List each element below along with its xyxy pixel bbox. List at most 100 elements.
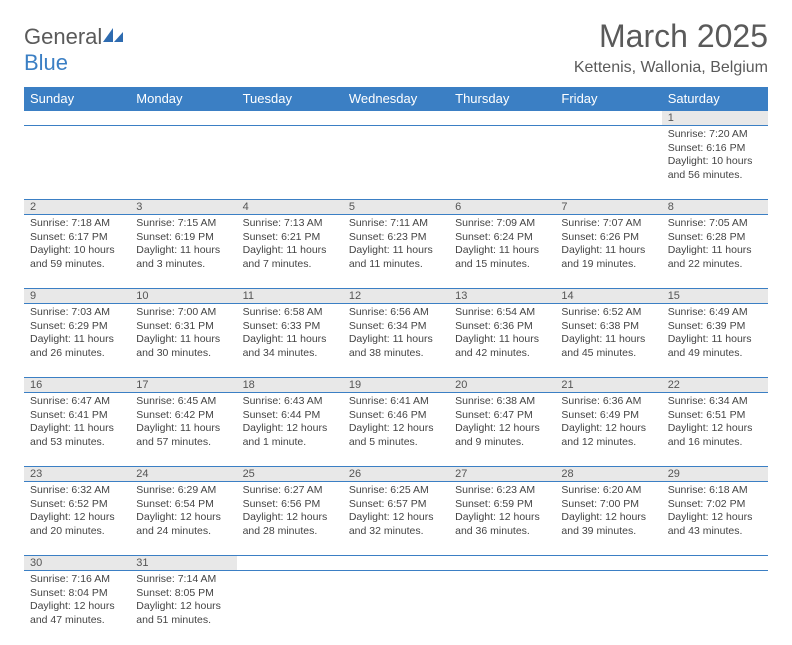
sunset-text: Sunset: 6:57 PM xyxy=(349,498,443,512)
sunrise-text: Sunrise: 6:36 AM xyxy=(561,395,655,409)
day-cell xyxy=(449,571,555,645)
day-number-row: 2345678 xyxy=(24,200,768,215)
sunrise-text: Sunrise: 7:05 AM xyxy=(668,217,762,231)
day-number: 27 xyxy=(449,467,555,482)
sunset-text: Sunset: 7:00 PM xyxy=(561,498,655,512)
day-header: Saturday xyxy=(662,87,768,111)
day-cell: Sunrise: 7:05 AMSunset: 6:28 PMDaylight:… xyxy=(662,215,768,289)
day-cell: Sunrise: 6:49 AMSunset: 6:39 PMDaylight:… xyxy=(662,304,768,378)
sunset-text: Sunset: 6:49 PM xyxy=(561,409,655,423)
day-cell: Sunrise: 7:11 AMSunset: 6:23 PMDaylight:… xyxy=(343,215,449,289)
day-cell xyxy=(449,126,555,200)
daylight-text: Daylight: 12 hours and 47 minutes. xyxy=(30,600,124,627)
day-body-row: Sunrise: 6:32 AMSunset: 6:52 PMDaylight:… xyxy=(24,482,768,556)
daylight-text: Daylight: 11 hours and 7 minutes. xyxy=(243,244,337,271)
sunrise-text: Sunrise: 6:43 AM xyxy=(243,395,337,409)
day-number: 4 xyxy=(237,200,343,215)
day-number xyxy=(237,111,343,126)
daylight-text: Daylight: 11 hours and 15 minutes. xyxy=(455,244,549,271)
day-number xyxy=(343,111,449,126)
daylight-text: Daylight: 12 hours and 51 minutes. xyxy=(136,600,230,627)
daylight-text: Daylight: 11 hours and 30 minutes. xyxy=(136,333,230,360)
day-cell: Sunrise: 7:00 AMSunset: 6:31 PMDaylight:… xyxy=(130,304,236,378)
sunset-text: Sunset: 6:41 PM xyxy=(30,409,124,423)
day-number: 23 xyxy=(24,467,130,482)
sunrise-text: Sunrise: 6:34 AM xyxy=(668,395,762,409)
day-cell: Sunrise: 7:15 AMSunset: 6:19 PMDaylight:… xyxy=(130,215,236,289)
day-cell: Sunrise: 6:25 AMSunset: 6:57 PMDaylight:… xyxy=(343,482,449,556)
day-number xyxy=(449,111,555,126)
sunset-text: Sunset: 6:23 PM xyxy=(349,231,443,245)
logo-text-a: General xyxy=(24,24,102,49)
sunrise-text: Sunrise: 6:20 AM xyxy=(561,484,655,498)
sunset-text: Sunset: 6:26 PM xyxy=(561,231,655,245)
day-header: Sunday xyxy=(24,87,130,111)
daylight-text: Daylight: 11 hours and 57 minutes. xyxy=(136,422,230,449)
sunset-text: Sunset: 6:54 PM xyxy=(136,498,230,512)
day-number: 22 xyxy=(662,378,768,393)
sunset-text: Sunset: 6:19 PM xyxy=(136,231,230,245)
sunrise-text: Sunrise: 6:56 AM xyxy=(349,306,443,320)
day-cell: Sunrise: 6:23 AMSunset: 6:59 PMDaylight:… xyxy=(449,482,555,556)
daylight-text: Daylight: 12 hours and 12 minutes. xyxy=(561,422,655,449)
day-number: 25 xyxy=(237,467,343,482)
day-cell: Sunrise: 7:18 AMSunset: 6:17 PMDaylight:… xyxy=(24,215,130,289)
sunset-text: Sunset: 6:47 PM xyxy=(455,409,549,423)
daylight-text: Daylight: 10 hours and 59 minutes. xyxy=(30,244,124,271)
day-cell xyxy=(237,571,343,645)
day-number: 13 xyxy=(449,289,555,304)
day-cell xyxy=(24,126,130,200)
day-cell xyxy=(555,126,661,200)
day-cell xyxy=(343,126,449,200)
sunset-text: Sunset: 6:59 PM xyxy=(455,498,549,512)
sunrise-text: Sunrise: 6:52 AM xyxy=(561,306,655,320)
day-number: 28 xyxy=(555,467,661,482)
sunrise-text: Sunrise: 6:27 AM xyxy=(243,484,337,498)
day-cell xyxy=(237,126,343,200)
sunset-text: Sunset: 6:28 PM xyxy=(668,231,762,245)
header: General Blue March 2025 Kettenis, Wallon… xyxy=(24,18,768,77)
sunset-text: Sunset: 6:36 PM xyxy=(455,320,549,334)
daylight-text: Daylight: 12 hours and 43 minutes. xyxy=(668,511,762,538)
sunrise-text: Sunrise: 7:13 AM xyxy=(243,217,337,231)
sunrise-text: Sunrise: 6:18 AM xyxy=(668,484,762,498)
day-cell: Sunrise: 6:56 AMSunset: 6:34 PMDaylight:… xyxy=(343,304,449,378)
day-body-row: Sunrise: 7:03 AMSunset: 6:29 PMDaylight:… xyxy=(24,304,768,378)
daylight-text: Daylight: 11 hours and 19 minutes. xyxy=(561,244,655,271)
day-cell: Sunrise: 7:13 AMSunset: 6:21 PMDaylight:… xyxy=(237,215,343,289)
title-block: March 2025 Kettenis, Wallonia, Belgium xyxy=(574,18,768,77)
daylight-text: Daylight: 12 hours and 39 minutes. xyxy=(561,511,655,538)
day-cell xyxy=(555,571,661,645)
sunset-text: Sunset: 6:56 PM xyxy=(243,498,337,512)
daylight-text: Daylight: 12 hours and 32 minutes. xyxy=(349,511,443,538)
sunset-text: Sunset: 6:46 PM xyxy=(349,409,443,423)
day-number: 19 xyxy=(343,378,449,393)
daylight-text: Daylight: 11 hours and 53 minutes. xyxy=(30,422,124,449)
day-cell: Sunrise: 6:52 AMSunset: 6:38 PMDaylight:… xyxy=(555,304,661,378)
day-body-row: Sunrise: 6:47 AMSunset: 6:41 PMDaylight:… xyxy=(24,393,768,467)
day-header-row: Sunday Monday Tuesday Wednesday Thursday… xyxy=(24,87,768,111)
daylight-text: Daylight: 12 hours and 36 minutes. xyxy=(455,511,549,538)
day-number: 7 xyxy=(555,200,661,215)
sunrise-text: Sunrise: 6:25 AM xyxy=(349,484,443,498)
sunrise-text: Sunrise: 6:49 AM xyxy=(668,306,762,320)
sunrise-text: Sunrise: 7:11 AM xyxy=(349,217,443,231)
day-number xyxy=(449,556,555,571)
day-number: 12 xyxy=(343,289,449,304)
logo-text-b: Blue xyxy=(24,50,68,75)
sunrise-text: Sunrise: 6:47 AM xyxy=(30,395,124,409)
day-cell: Sunrise: 6:18 AMSunset: 7:02 PMDaylight:… xyxy=(662,482,768,556)
sunrise-text: Sunrise: 6:32 AM xyxy=(30,484,124,498)
day-cell: Sunrise: 6:41 AMSunset: 6:46 PMDaylight:… xyxy=(343,393,449,467)
daylight-text: Daylight: 12 hours and 1 minute. xyxy=(243,422,337,449)
sunrise-text: Sunrise: 7:14 AM xyxy=(136,573,230,587)
day-number: 14 xyxy=(555,289,661,304)
day-number: 30 xyxy=(24,556,130,571)
day-number-row: 23242526272829 xyxy=(24,467,768,482)
daylight-text: Daylight: 12 hours and 16 minutes. xyxy=(668,422,762,449)
daylight-text: Daylight: 11 hours and 38 minutes. xyxy=(349,333,443,360)
sunset-text: Sunset: 6:42 PM xyxy=(136,409,230,423)
sunset-text: Sunset: 6:24 PM xyxy=(455,231,549,245)
sunrise-text: Sunrise: 7:16 AM xyxy=(30,573,124,587)
day-cell xyxy=(343,571,449,645)
